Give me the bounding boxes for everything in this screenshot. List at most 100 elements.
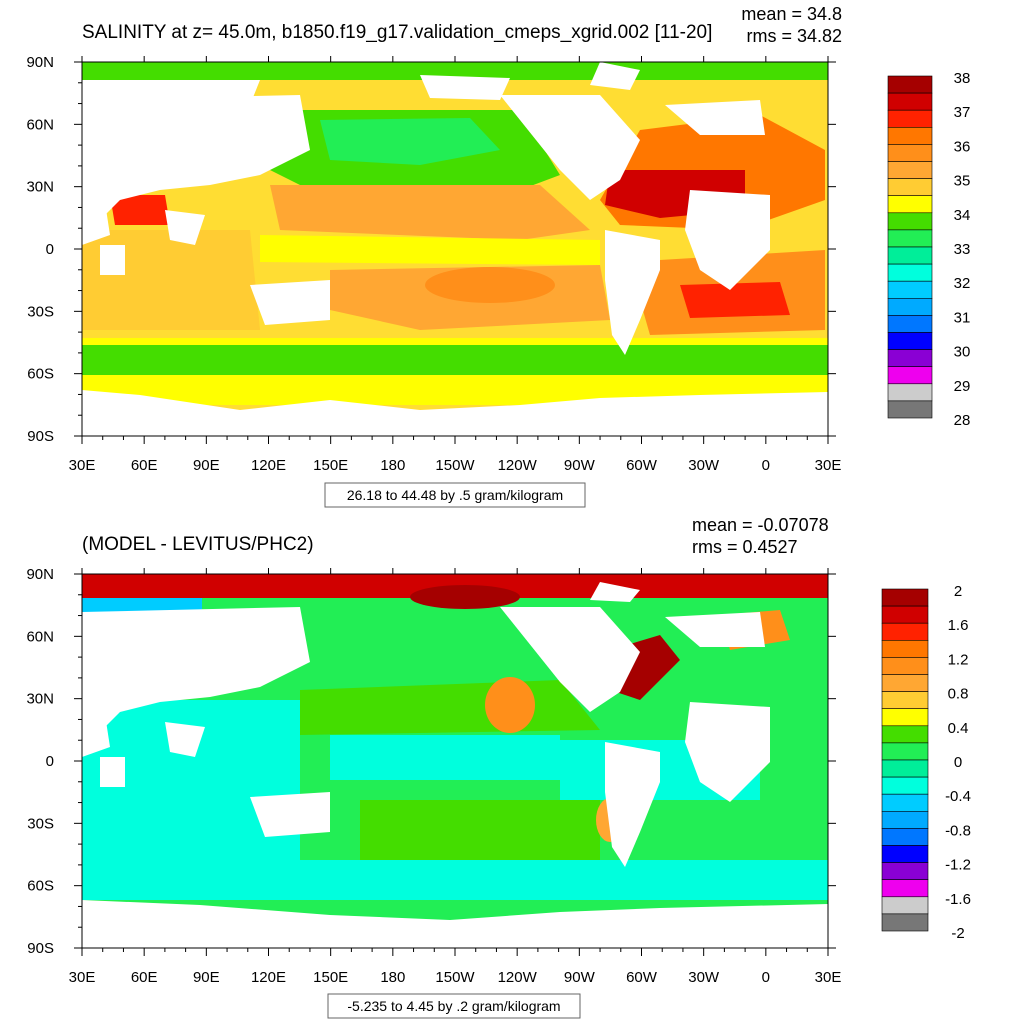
difference-axes: 30E 60E 90E 120E 150E 180 150W 120W 90W 60W 30W 0 30… bbox=[26, 566, 841, 986]
colorbar-swatch bbox=[887, 127, 933, 145]
x-tick-label: 30E bbox=[815, 969, 842, 986]
salinity-arabian-sea bbox=[110, 195, 170, 225]
x-tick-label: 30E bbox=[69, 457, 96, 474]
x-tick-label: 90E bbox=[193, 457, 220, 474]
colorbar-swatch bbox=[887, 195, 933, 214]
salinity-land bbox=[82, 62, 770, 355]
colorbar-swatch bbox=[887, 144, 933, 162]
x-tick-label: 120W bbox=[498, 969, 538, 986]
difference-rms: rms = 0.4527 bbox=[692, 537, 798, 557]
difference-land bbox=[82, 582, 770, 867]
x-tick-label: 120E bbox=[251, 969, 286, 986]
x-tick-label: 60W bbox=[626, 457, 658, 474]
difference-mean: mean = -0.07078 bbox=[692, 515, 829, 535]
colorbar-swatch bbox=[887, 263, 933, 282]
colorbar-swatch bbox=[881, 845, 929, 863]
colorbar-swatch bbox=[887, 366, 933, 385]
colorbar-swatch bbox=[887, 246, 933, 265]
colorbar-label: 31 bbox=[954, 309, 971, 326]
x-tick-label: 60W bbox=[626, 969, 658, 986]
colorbar-label: 0 bbox=[954, 754, 962, 771]
colorbar-label: 1.6 bbox=[948, 617, 969, 634]
salinity-arctic bbox=[82, 62, 828, 80]
colorbar-swatch bbox=[887, 349, 933, 368]
difference-arctic-max bbox=[410, 585, 520, 609]
colorbar-label: 33 bbox=[954, 241, 971, 258]
difference-south-pacific bbox=[360, 800, 600, 860]
colorbar-swatch bbox=[887, 75, 933, 94]
colorbar-swatch bbox=[881, 793, 929, 812]
x-tick-label: 180 bbox=[380, 969, 405, 986]
colorbar-swatch bbox=[887, 161, 933, 179]
colorbar-label: 29 bbox=[954, 378, 971, 395]
colorbar-label: 35 bbox=[954, 173, 971, 190]
difference-info-label: -5.235 to 4.45 by .2 gram/kilogram bbox=[347, 998, 560, 1014]
x-tick-label: 30E bbox=[815, 457, 842, 474]
colorbar-swatch bbox=[881, 759, 929, 778]
colorbar-swatch bbox=[887, 400, 933, 419]
difference-panel: (MODEL - LEVITUS/PHC2) mean = -0.07078 r… bbox=[26, 515, 971, 1019]
colorbar-swatch bbox=[887, 212, 933, 231]
colorbar-swatch bbox=[887, 332, 933, 350]
y-tick-label: 30S bbox=[27, 815, 54, 832]
colorbar-label: -1.6 bbox=[945, 891, 971, 908]
x-tick-label: 90W bbox=[564, 457, 596, 474]
colorbar-swatch bbox=[887, 109, 933, 128]
salinity-southern-ocean bbox=[82, 345, 828, 375]
colorbar-label: -1.2 bbox=[945, 857, 971, 874]
difference-equatorial-pacific bbox=[330, 735, 560, 780]
y-tick-label: 0 bbox=[46, 241, 54, 258]
salinity-mean: mean = 34.8 bbox=[741, 4, 842, 24]
colorbar-swatch bbox=[887, 315, 933, 333]
x-tick-label: 60E bbox=[131, 457, 158, 474]
colorbar-label: 0.8 bbox=[948, 686, 969, 703]
colorbar-swatch bbox=[881, 862, 929, 880]
x-tick-label: 60E bbox=[131, 969, 158, 986]
colorbar-label: 38 bbox=[954, 70, 971, 87]
colorbar-swatch bbox=[881, 622, 929, 641]
y-tick-label: 30N bbox=[26, 179, 54, 196]
x-tick-label: 120E bbox=[251, 457, 286, 474]
colorbar-swatch bbox=[881, 896, 929, 915]
difference-colorbar: 2 1.6 1.2 0.8 0.4 0 -0.4 -0.8 -1.2 -1.6 -2 bbox=[881, 583, 971, 942]
colorbar-swatch bbox=[881, 639, 929, 658]
salinity-colorbar: 38 37 36 35 34 33 32 31 30 29 28 bbox=[887, 70, 971, 429]
colorbar-label: 32 bbox=[954, 275, 971, 292]
y-tick-label: 60S bbox=[27, 366, 54, 383]
y-tick-label: 60N bbox=[26, 628, 54, 645]
difference-southern-ocean bbox=[82, 860, 828, 900]
colorbar-swatch bbox=[881, 691, 929, 709]
colorbar-swatch bbox=[881, 913, 929, 932]
colorbar-swatch bbox=[881, 588, 929, 607]
x-tick-label: 30W bbox=[688, 969, 720, 986]
salinity-axes: 30E 60E 90E 120E 150E 180 150W 120W 90W 60W 30W 0 30… bbox=[26, 54, 841, 474]
colorbar-label: -0.4 bbox=[945, 788, 971, 805]
colorbar-swatch bbox=[881, 742, 929, 761]
y-tick-label: 90N bbox=[26, 566, 54, 583]
colorbar-label: 34 bbox=[954, 207, 971, 224]
x-tick-label: 30E bbox=[69, 969, 96, 986]
y-tick-label: 30N bbox=[26, 691, 54, 708]
colorbar-swatch bbox=[881, 810, 929, 829]
salinity-info-box bbox=[324, 482, 586, 508]
x-tick-label: 90E bbox=[193, 969, 220, 986]
colorbar-swatch bbox=[881, 776, 929, 795]
x-tick-label: 150E bbox=[313, 969, 348, 986]
colorbar-label: -2 bbox=[951, 925, 964, 942]
salinity-north-pacific-low bbox=[320, 118, 500, 165]
colorbar-swatch bbox=[887, 92, 933, 111]
y-tick-label: 90N bbox=[26, 54, 54, 71]
salinity-rms: rms = 34.82 bbox=[746, 26, 842, 46]
x-tick-label: 0 bbox=[762, 457, 770, 474]
x-tick-label: 30W bbox=[688, 457, 720, 474]
salinity-equatorial-pacific bbox=[260, 235, 600, 265]
salinity-south-pacific-gyre bbox=[425, 267, 555, 303]
difference-title: (MODEL - LEVITUS/PHC2) bbox=[82, 534, 314, 555]
salinity-subtropical-north-pacific bbox=[270, 185, 590, 240]
colorbar-label: 2 bbox=[954, 583, 962, 600]
y-tick-label: 30S bbox=[27, 303, 54, 320]
colorbar-swatch bbox=[881, 725, 929, 744]
y-tick-label: 60N bbox=[26, 116, 54, 133]
x-tick-label: 0 bbox=[762, 969, 770, 986]
